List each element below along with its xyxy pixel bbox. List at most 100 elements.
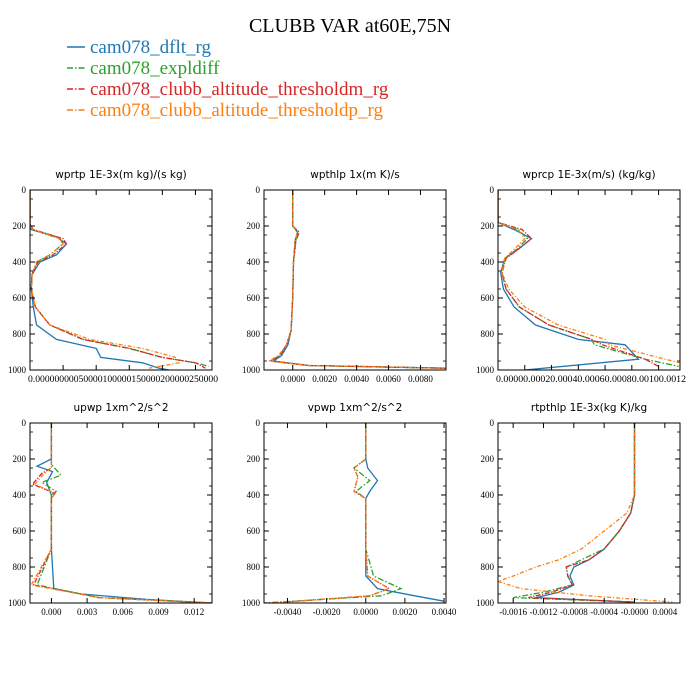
- x-tick-label: -0.0000: [621, 607, 649, 617]
- y-tick-label: 400: [481, 257, 495, 267]
- y-tick-label: 600: [13, 526, 27, 536]
- panels: wprtp 1E-3x(m kg)/(s kg) 0 200 400 600 800 100…: [8, 169, 686, 617]
- y-tick-label: 1000: [476, 598, 495, 608]
- plot-frame: [29, 422, 213, 604]
- plot-frame: [29, 189, 213, 371]
- panel-title: upwp 1xm^2/s^2: [74, 402, 169, 414]
- y-tick-label: 200: [481, 221, 495, 231]
- legend-label: cam078_expldiff: [90, 58, 220, 79]
- y-tick-label: 1000: [242, 365, 261, 375]
- y-tick-label: 800: [247, 562, 261, 572]
- x-tick-label: -0.0008: [560, 607, 588, 617]
- y-tick-label: 600: [481, 293, 495, 303]
- y-tick-label: 800: [13, 329, 27, 339]
- y-tick-label: 400: [13, 257, 27, 267]
- chart-panel: rtpthlp 1E-3x(kg K)/kg02004006008001000-…: [476, 402, 681, 617]
- x-tick-label: 0.0040: [432, 607, 457, 617]
- legend-entry: cam078_dflt_rg: [67, 37, 212, 58]
- legend-entry: cam078_clubb_altitude_thresholdp_rg: [67, 100, 384, 121]
- legend-label: cam078_dflt_rg: [90, 37, 212, 58]
- series-line: [264, 423, 403, 603]
- series-line: [535, 423, 636, 603]
- y-tick-label: 0: [256, 185, 261, 195]
- series-line: [30, 190, 206, 369]
- y-tick-label: 200: [481, 454, 495, 464]
- series-line: [35, 423, 212, 603]
- plot-frame: [497, 189, 681, 371]
- series-line: [498, 190, 680, 364]
- chart-panel: wprtp 1E-3x(m kg)/(s kg) 0 200 400 600 800 100…: [8, 169, 219, 384]
- series-line: [266, 190, 446, 369]
- y-tick-label: 1000: [242, 598, 261, 608]
- x-tick-label: 0.0004: [652, 607, 677, 617]
- chart-panel: upwp 1xm^2/s^2 0 200 400 600 800 1000 0.000 0.00…: [8, 402, 213, 617]
- series-line: [30, 423, 212, 603]
- legend-label: cam078_clubb_altitude_thresholdm_rg: [90, 79, 389, 100]
- series-line: [271, 423, 391, 603]
- y-tick-label: 1000: [8, 365, 27, 375]
- series-line: [271, 423, 391, 603]
- y-tick-label: 0: [490, 185, 495, 195]
- legend-entry: cam078_expldiff: [67, 58, 220, 79]
- series-line: [31, 423, 212, 603]
- y-tick-label: 400: [13, 490, 27, 500]
- series-line: [365, 423, 445, 602]
- x-tick-label: 0.003: [77, 607, 98, 617]
- series-line: [271, 190, 446, 369]
- series-line: [498, 190, 640, 370]
- y-tick-label: 200: [247, 221, 261, 231]
- y-tick-label: 600: [481, 526, 495, 536]
- chart-panel: wpthlp 1x(m K)/s 0 200 400 600 800 1000 0.0000 0…: [242, 169, 447, 384]
- legend: cam078_dflt_rgcam078_expldiffcam078_club…: [67, 37, 389, 121]
- series-line: [528, 423, 636, 603]
- y-tick-label: 200: [13, 454, 27, 464]
- panel-title: wprcp 1E-3x(m/s) (kg/kg): [522, 169, 655, 181]
- plot-frame: [263, 422, 447, 604]
- x-tick-label: -0.0040: [274, 607, 302, 617]
- chart-panel: wprcp 1E-3x(m/s) (kg/kg) 0 200 400 600 800 100…: [476, 169, 686, 384]
- legend-entry: cam078_clubb_altitude_thresholdm_rg: [67, 79, 389, 100]
- series-line: [30, 190, 180, 369]
- y-tick-label: 200: [13, 221, 27, 231]
- series-line: [513, 423, 636, 603]
- y-tick-label: 1000: [8, 598, 27, 608]
- y-tick-label: 0: [256, 418, 261, 428]
- y-tick-label: 400: [247, 490, 261, 500]
- y-tick-label: 0: [490, 418, 495, 428]
- y-tick-label: 600: [247, 526, 261, 536]
- y-tick-label: 800: [247, 329, 261, 339]
- series-line: [268, 190, 446, 369]
- x-tick-label: 0.0080: [408, 374, 433, 384]
- panel-title: wpthlp 1x(m K)/s: [310, 169, 400, 181]
- y-tick-label: 800: [481, 329, 495, 339]
- x-tick-label: 0.0020: [312, 374, 337, 384]
- legend-label: cam078_clubb_altitude_thresholdp_rg: [90, 100, 384, 121]
- x-tick-label: -0.0020: [313, 607, 341, 617]
- x-tick-label: 0.0040: [344, 374, 369, 384]
- x-tick-label: 0.0000: [280, 374, 305, 384]
- x-tick-label: 0.006: [113, 607, 134, 617]
- y-tick-label: 600: [13, 293, 27, 303]
- y-tick-label: 800: [481, 562, 495, 572]
- x-tick-label: -0.0004: [590, 607, 618, 617]
- y-tick-label: 200: [247, 454, 261, 464]
- x-tick-label: 0.0000: [353, 607, 378, 617]
- y-tick-label: 600: [247, 293, 261, 303]
- x-tick-labels: 0.00000.00020.00040.00060.00080.00100.00…: [496, 374, 686, 384]
- x-tick-label: 0.0020: [393, 607, 418, 617]
- y-tick-label: 0: [22, 185, 27, 195]
- plot-frame: [263, 189, 447, 371]
- x-tick-label: 0.012: [184, 607, 204, 617]
- x-tick-label: -0.0012: [530, 607, 558, 617]
- x-tick-label: -0.0016: [499, 607, 527, 617]
- chart-panel: vpwp 1xm^2/s^2 0 200 400 600 800 1000 -0.0040 -0…: [242, 402, 457, 617]
- x-tick-label: 0.000: [41, 607, 62, 617]
- y-tick-label: 0: [22, 418, 27, 428]
- panel-title: wprtp 1E-3x(m kg)/(s kg): [55, 169, 186, 181]
- figure-title: CLUBB VAR at60E,75N: [249, 15, 451, 37]
- plot-frame: [497, 422, 681, 604]
- y-tick-label: 800: [13, 562, 27, 572]
- x-tick-labels: 0.00000000050000100000150000200000250000: [28, 374, 219, 384]
- series-line: [268, 190, 446, 369]
- y-tick-label: 400: [247, 257, 261, 267]
